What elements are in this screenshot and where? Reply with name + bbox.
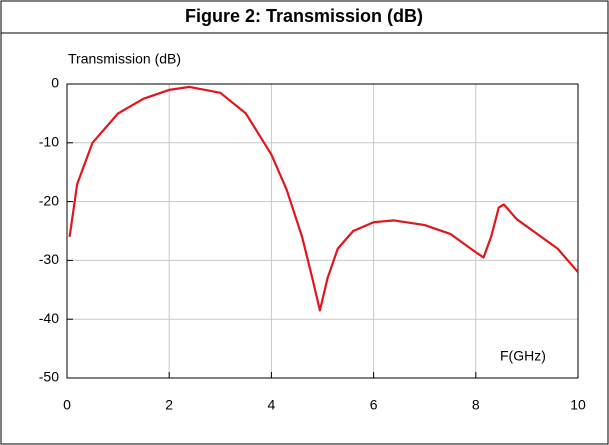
x-axis-label: F(GHz) xyxy=(500,348,546,364)
y-tick-label: 0 xyxy=(51,75,59,91)
chart-title: Figure 2: Transmission (dB) xyxy=(185,6,423,26)
y-tick-label: -40 xyxy=(39,310,59,326)
y-axis-label: Transmission (dB) xyxy=(68,51,181,67)
x-tick-label: 0 xyxy=(63,397,71,413)
x-tick-label: 8 xyxy=(472,397,480,413)
y-tick-label: -30 xyxy=(39,251,59,267)
x-tick-label: 2 xyxy=(165,397,173,413)
y-tick-label: -50 xyxy=(39,369,59,385)
x-tick-label: 10 xyxy=(570,397,586,413)
x-tick-label: 6 xyxy=(370,397,378,413)
y-tick-label: -20 xyxy=(39,192,59,208)
curve xyxy=(68,85,579,312)
plot-area xyxy=(66,83,579,379)
y-tick-label: -10 xyxy=(39,134,59,150)
x-tick-label: 4 xyxy=(268,397,276,413)
